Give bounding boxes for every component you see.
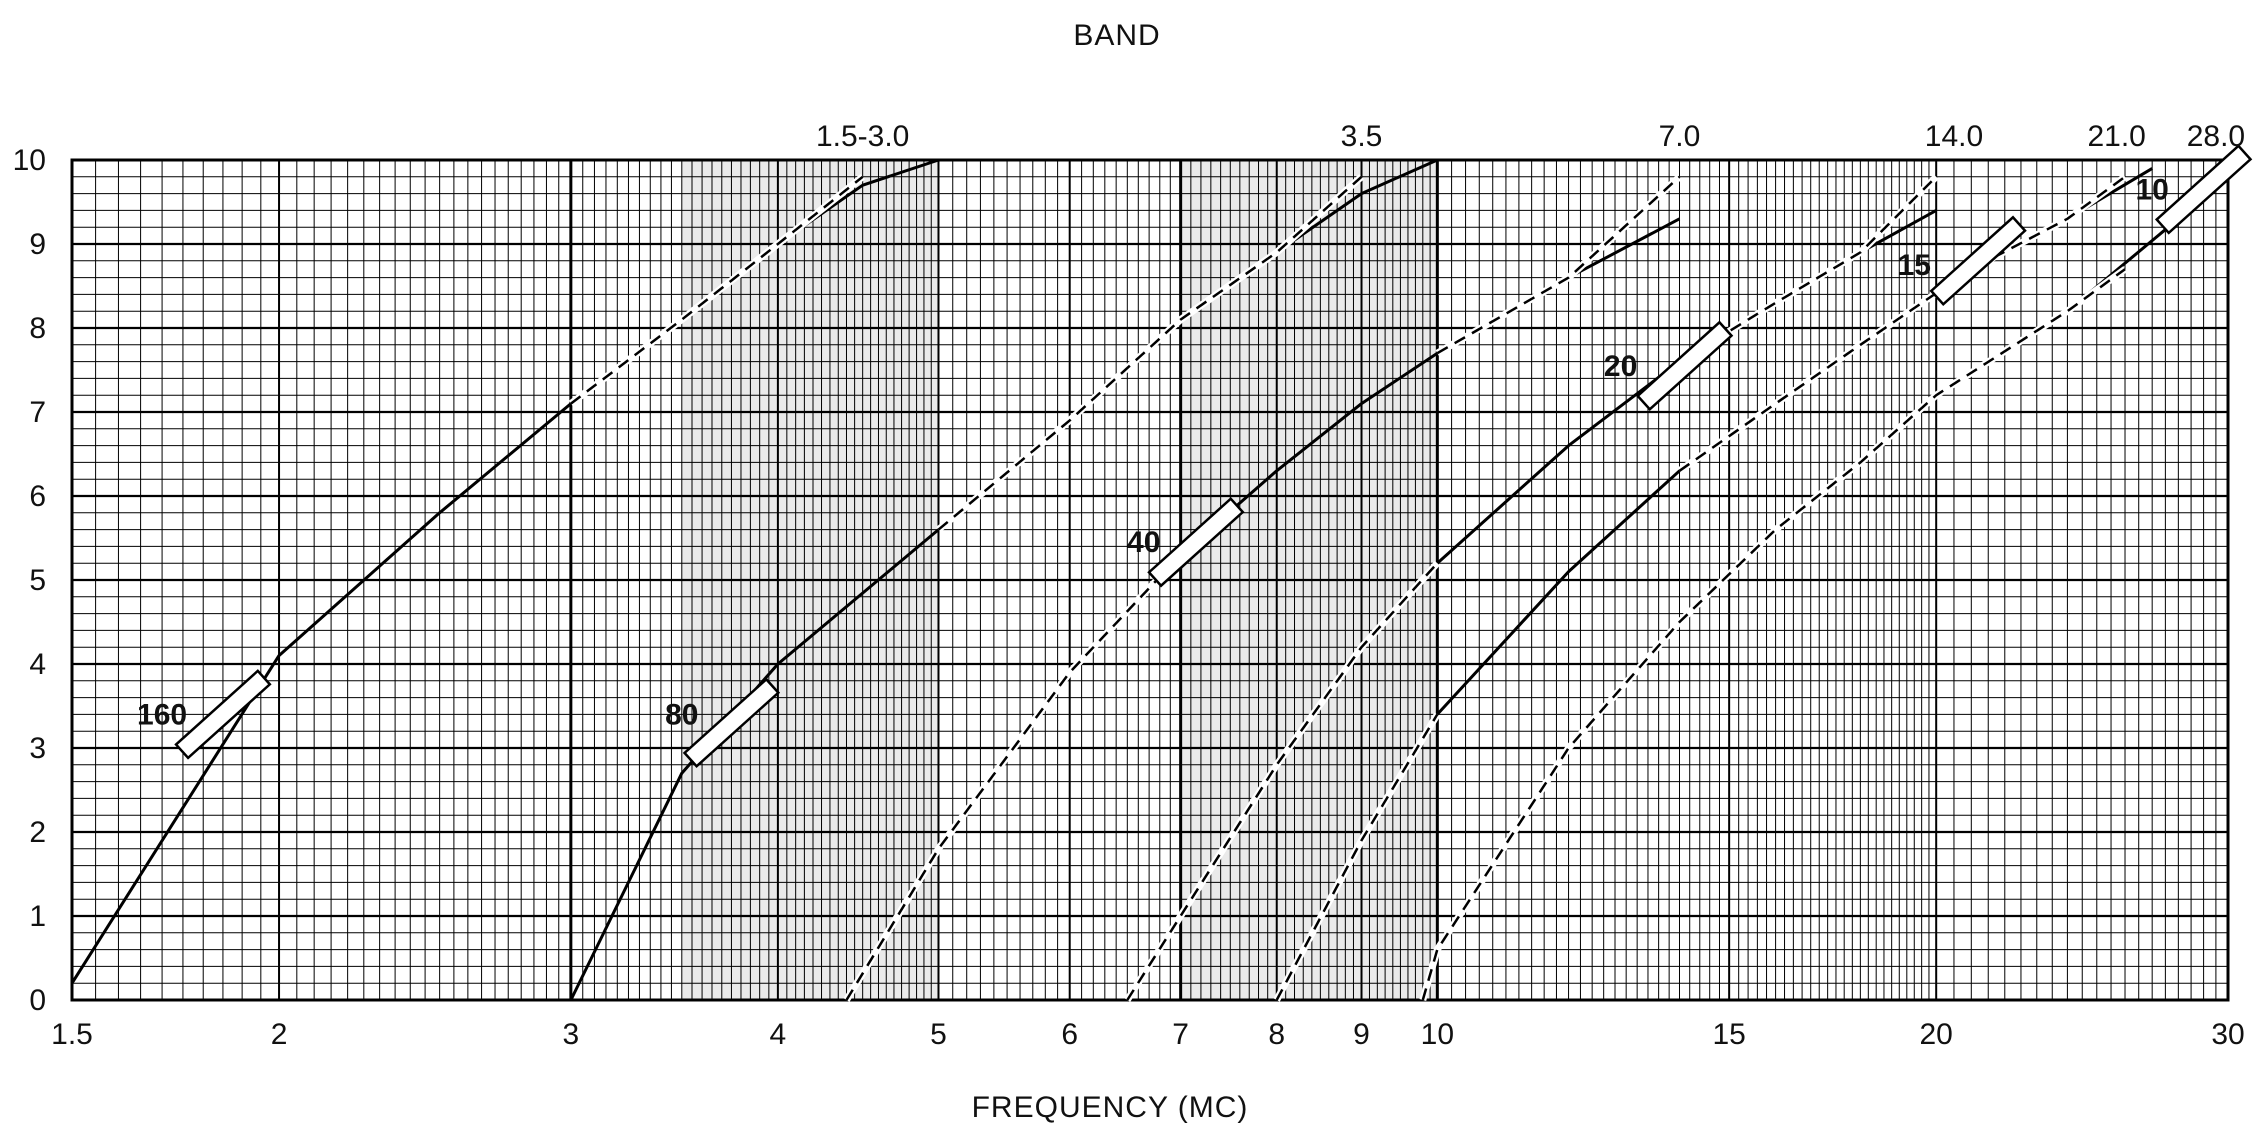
y-tick-label: 8 — [29, 312, 46, 345]
x-tick-label: 6 — [1061, 1018, 1078, 1051]
curve-dashed-1 — [937, 175, 1363, 531]
y-tick-label: 2 — [29, 816, 46, 849]
marker-label: 40 — [1127, 526, 1160, 559]
marker-40 — [1147, 496, 1245, 588]
y-tick-label: 3 — [29, 732, 46, 765]
x-tick-label: 3 — [563, 1018, 580, 1051]
x-tick-label: 1.5 — [51, 1018, 93, 1051]
x-tick-label: 9 — [1353, 1018, 1370, 1051]
curve-dashed-6 — [1275, 713, 1439, 1001]
curve-dashed-8 — [1421, 268, 2126, 1001]
marker-box — [2154, 144, 2253, 235]
x-tick-label: 10 — [1421, 1018, 1454, 1051]
band-label: 1.5-3.0 — [816, 120, 909, 153]
band-label: 7.0 — [1659, 120, 1701, 153]
x-tick-label: 8 — [1268, 1018, 1285, 1051]
band-labels: 1.5-3.0 3.5 7.0 14.0 21.0 28.0 — [816, 120, 2245, 153]
marker-box — [1929, 215, 2027, 307]
x-tick-label: 20 — [1920, 1018, 1953, 1051]
marker-80 — [682, 677, 781, 769]
marker-label: 80 — [665, 698, 698, 731]
x-tick-label: 4 — [770, 1018, 787, 1051]
curve-dash-bg-3 — [1435, 174, 1682, 357]
y-tick-label: 4 — [29, 648, 46, 681]
y-tick-label: 10 — [13, 144, 46, 177]
y-tick-label: 7 — [29, 396, 46, 429]
marker-20 — [1635, 320, 1734, 412]
curve-dashed-3 — [1436, 175, 1681, 355]
marker-box — [1147, 496, 1245, 588]
marker-box — [1635, 320, 1734, 412]
curve-dashed-7 — [1678, 175, 2126, 472]
x-tick-label: 30 — [2211, 1018, 2244, 1051]
band-label: 21.0 — [2087, 120, 2145, 153]
y-tick-labels: 0 1 2 3 4 5 6 7 8 9 10 — [13, 144, 46, 1017]
marker-box — [682, 677, 781, 769]
marker-label: 15 — [1898, 249, 1931, 282]
marker-160 — [174, 669, 272, 760]
curves — [70, 158, 2230, 1002]
x-tick-labels: 1.5 2 3 4 5 6 7 8 9 10 15 20 30 — [51, 1018, 2245, 1051]
band-label: 14.0 — [1925, 120, 1983, 153]
marker-label: 20 — [1604, 350, 1637, 383]
marker-box — [174, 669, 272, 760]
x-tick-label: 2 — [271, 1018, 288, 1051]
marker-10 — [2154, 144, 2253, 235]
band-label: 28.0 — [2187, 120, 2245, 153]
plot-frame — [70, 158, 2230, 1002]
marker-15 — [1929, 215, 2027, 307]
curve-dashed-5 — [1678, 175, 1938, 363]
x-axis-label: FREQUENCY (MC) — [972, 1091, 1249, 1124]
y-tick-label: 9 — [29, 228, 46, 261]
x-tick-label: 7 — [1172, 1018, 1189, 1051]
grid — [70, 158, 2230, 1002]
y-tick-label: 6 — [29, 480, 46, 513]
band-markers: 160 80 40 20 15 10 — [137, 144, 2253, 769]
y-tick-label: 0 — [29, 984, 46, 1017]
y-tick-label: 1 — [29, 900, 46, 933]
marker-label: 160 — [137, 698, 187, 731]
x-tick-label: 5 — [930, 1018, 947, 1051]
y-tick-label: 5 — [29, 564, 46, 597]
band-label: 3.5 — [1341, 120, 1383, 153]
curve-dashed-4 — [1126, 562, 1439, 1001]
x-tick-label: 15 — [1712, 1018, 1745, 1051]
marker-label: 10 — [2135, 173, 2168, 206]
curve-dashed-0 — [570, 175, 864, 405]
curve-dashed-2 — [845, 553, 1182, 1001]
chart-title: BAND — [1073, 19, 1160, 52]
